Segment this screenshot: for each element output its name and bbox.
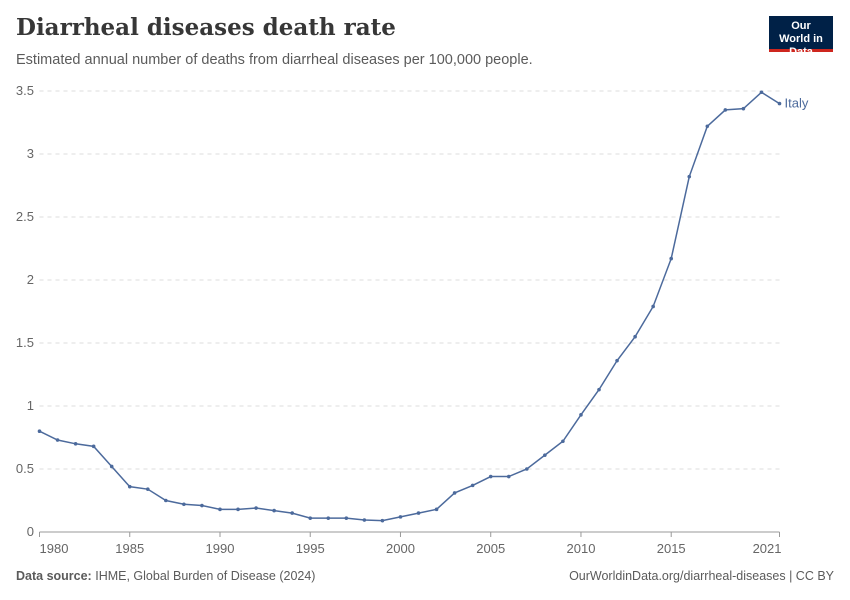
data-point [687,174,692,179]
series-label: Italy [785,96,809,111]
x-tick-label: 2005 [476,541,505,556]
data-point [723,108,728,112]
data-point [272,508,276,513]
data-point [73,442,78,446]
data-point [164,498,168,503]
data-point [254,506,258,510]
data-point [597,387,601,392]
data-point [615,358,619,363]
data-point [705,124,710,129]
data-point [290,511,294,515]
data-point [434,507,439,512]
data-point [200,503,204,508]
data-point [55,438,60,442]
source-label: Data source: [16,569,92,583]
x-tick-label: 1995 [296,541,325,556]
y-tick-label: 3.5 [16,83,34,98]
y-tick-label: 2.5 [16,209,34,224]
data-point [127,484,132,489]
x-tick-label: 2015 [657,541,686,556]
data-point [236,507,240,512]
data-point [759,90,764,95]
data-point [579,413,583,417]
data-point [777,101,782,106]
data-point [452,491,457,495]
data-point [651,304,655,309]
y-tick-label: 0 [27,524,34,539]
owid-logo[interactable]: Our World in Data [769,16,833,58]
data-point [398,515,403,519]
data-point [362,518,367,522]
y-tick-label: 2 [27,272,34,287]
data-point [669,256,674,261]
x-tick-label: 2000 [386,541,415,556]
data-point [416,511,421,515]
y-tick-label: 3 [27,146,34,161]
data-point [344,516,349,520]
data-point [741,106,746,111]
data-point [326,516,331,520]
source-text: IHME, Global Burden of Disease (2024) [95,569,316,583]
series-line-italy [39,91,780,522]
data-point [380,518,385,523]
chart-title: Diarrheal diseases death rate [16,14,396,41]
data-point [488,474,493,479]
data-point [525,467,529,471]
data-point [145,487,150,491]
data-point [308,516,313,520]
y-tick-label: 1.5 [16,335,34,350]
data-point [506,474,511,479]
x-tick-label: 1990 [206,541,235,556]
data-point [470,483,475,488]
x-tick-label: 2021 [753,541,782,556]
data-point [561,439,565,444]
y-tick-label: 1 [27,398,34,413]
chart-subtitle: Estimated annual number of deaths from d… [16,52,533,68]
y-tick-label: 0.5 [16,461,34,476]
x-tick-label: 2010 [567,541,596,556]
data-source: Data source: IHME, Global Burden of Dise… [16,569,315,583]
data-point [182,502,186,507]
data-point [218,507,222,512]
x-tick-label: 1980 [40,541,69,556]
x-tick-label: 1985 [115,541,144,556]
data-point [543,453,547,457]
data-point [91,444,96,449]
footer-url[interactable]: OurWorldinData.org/diarrheal-diseases | … [569,569,834,583]
data-point [37,429,42,434]
data-point [109,464,114,469]
data-point [633,334,637,339]
